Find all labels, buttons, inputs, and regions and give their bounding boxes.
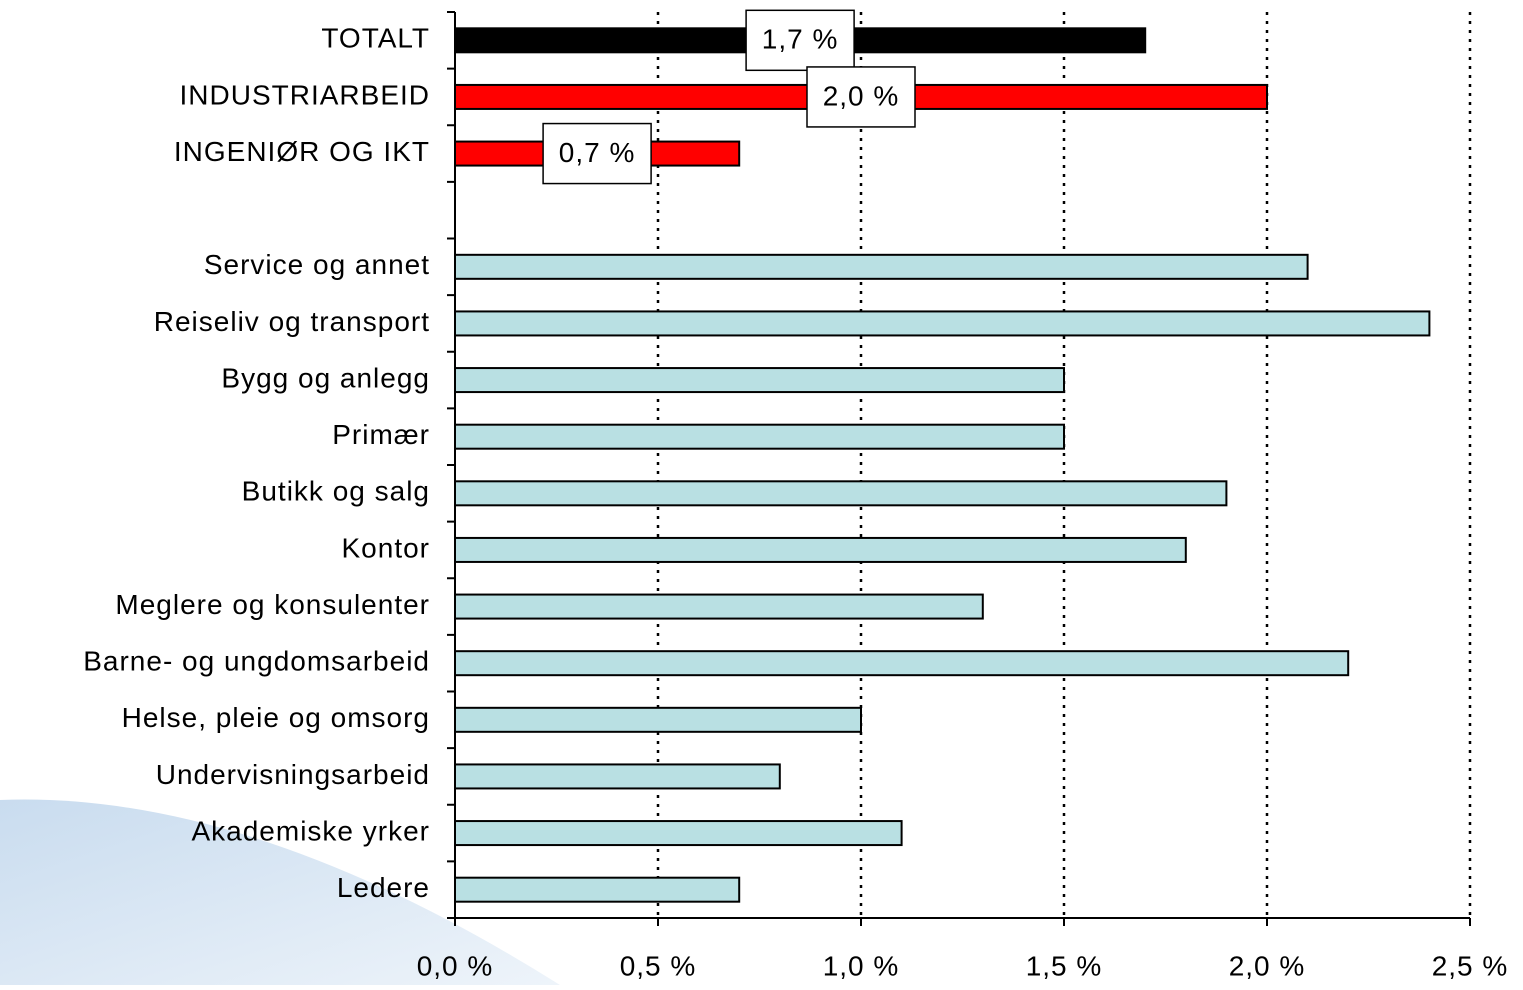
y-tick-label: Ledere: [337, 872, 430, 903]
y-tick-label: Akademiske yrker: [191, 815, 430, 846]
bar: [454, 820, 903, 847]
bar: [454, 310, 1431, 337]
bar: [454, 536, 1187, 563]
bar: [454, 367, 1065, 394]
y-tick-label: Service og annet: [204, 249, 430, 280]
y-tick-label: Bygg og anlegg: [221, 362, 430, 393]
x-tick-label: 2,0 %: [1229, 950, 1306, 981]
x-tick-label: 0,0 %: [417, 950, 494, 981]
y-tick-label: Undervisningsarbeid: [156, 759, 430, 790]
bar: [454, 423, 1065, 450]
data-label-box: [542, 122, 652, 185]
y-tick-label: TOTALT: [321, 23, 430, 54]
bar: [454, 706, 862, 733]
y-tick-label: Butikk og salg: [242, 476, 430, 507]
data-label-box: [745, 9, 855, 72]
data-label: 2,0 %: [823, 80, 900, 111]
data-label: 0,7 %: [559, 137, 636, 168]
bar: [454, 876, 741, 903]
y-tick-label: Reiseliv og transport: [154, 306, 430, 337]
x-tick-label: 1,5 %: [1026, 950, 1103, 981]
data-label-box: [806, 66, 916, 128]
x-tick-label: 1,0 %: [823, 950, 900, 981]
bar: [454, 593, 984, 620]
y-tick-label: Primær: [332, 419, 430, 450]
y-tick-label: INGENIØR OG IKT: [174, 136, 430, 167]
y-tick-label: Helse, pleie og omsorg: [122, 702, 430, 733]
bar: [454, 253, 1309, 280]
y-tick-label: Barne- og ungdomsarbeid: [83, 646, 430, 677]
y-tick-label: INDUSTRIARBEID: [180, 79, 430, 110]
y-tick-label: Meglere og konsulenter: [115, 589, 430, 620]
x-tick-label: 0,5 %: [620, 950, 697, 981]
bar: [454, 763, 781, 790]
bar: [454, 480, 1228, 507]
x-tick-label: 2,5 %: [1432, 950, 1509, 981]
bar: [454, 650, 1350, 677]
background-swoosh: [0, 799, 560, 985]
y-tick-label: Kontor: [342, 532, 431, 563]
data-label: 1,7 %: [762, 24, 839, 55]
